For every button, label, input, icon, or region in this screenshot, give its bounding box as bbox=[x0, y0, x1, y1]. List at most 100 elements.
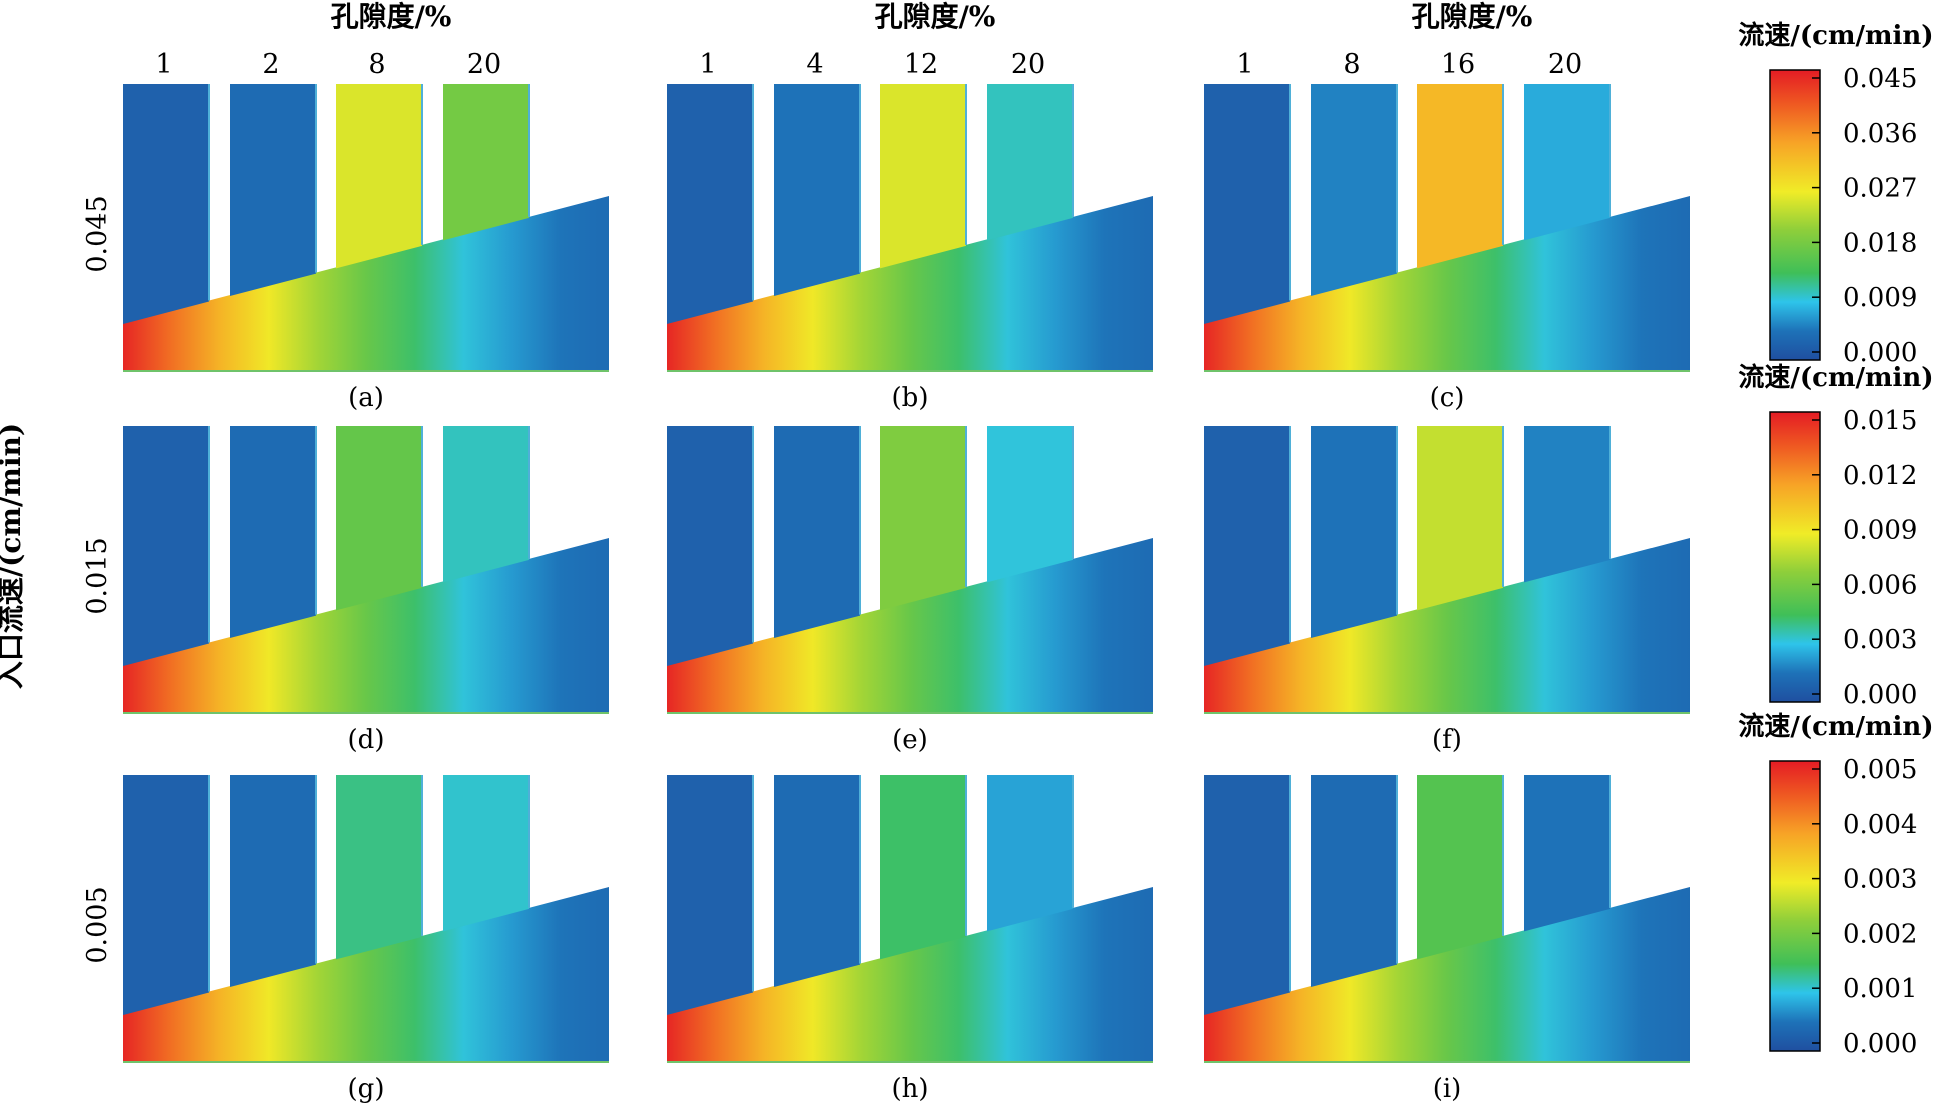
porosity-branch bbox=[123, 426, 209, 666]
column-title: 孔隙度/% bbox=[331, 0, 452, 33]
porosity-label: 1 bbox=[699, 49, 716, 80]
main-channel bbox=[667, 196, 1153, 371]
panel-label: (a) bbox=[348, 383, 384, 413]
colorbar bbox=[1769, 760, 1821, 1052]
porosity-branch bbox=[774, 84, 860, 297]
colorbar-title: 流速/(cm/min) bbox=[1738, 363, 1933, 393]
flow-panel: (c) bbox=[1204, 84, 1690, 413]
flow-panel: (d) bbox=[123, 426, 609, 755]
column-title: 孔隙度/% bbox=[1412, 0, 1533, 33]
flow-panel: (a) bbox=[123, 84, 609, 413]
porosity-branch bbox=[443, 775, 529, 932]
porosity-branch bbox=[230, 84, 316, 297]
panel-label: (b) bbox=[892, 383, 929, 413]
porosity-branch bbox=[1311, 775, 1397, 988]
column-title: 孔隙度/% bbox=[875, 0, 996, 33]
porosity-label: 8 bbox=[1343, 49, 1360, 80]
porosity-branch bbox=[336, 84, 422, 269]
porosity-branch bbox=[123, 775, 209, 1015]
colorbar-tick-label: 0.027 bbox=[1843, 174, 1917, 204]
panel-label: (d) bbox=[348, 725, 385, 755]
panel-label: (c) bbox=[1430, 383, 1465, 413]
porosity-branch bbox=[880, 84, 966, 269]
porosity-branch bbox=[1204, 775, 1290, 1015]
porosity-branch bbox=[1417, 84, 1503, 269]
porosity-branch bbox=[667, 775, 753, 1015]
colorbar-tick-label: 0.000 bbox=[1843, 1029, 1917, 1059]
porosity-branch bbox=[336, 775, 422, 960]
inlet-velocity-label: 0.005 bbox=[82, 886, 113, 963]
colorbar-tick-label: 0.045 bbox=[1843, 64, 1917, 94]
colorbar-tick-label: 0.000 bbox=[1843, 338, 1917, 368]
flow-panel: (i) bbox=[1204, 775, 1690, 1104]
porosity-branch bbox=[336, 426, 422, 611]
porosity-label: 20 bbox=[467, 49, 501, 80]
colorbar-tick-label: 0.009 bbox=[1843, 516, 1917, 546]
panel-label: (e) bbox=[892, 725, 928, 755]
porosity-branch bbox=[774, 426, 860, 639]
porosity-branch bbox=[1311, 84, 1397, 297]
porosity-label: 16 bbox=[1441, 49, 1475, 80]
flow-panel: (e) bbox=[667, 426, 1153, 755]
main-channel bbox=[667, 887, 1153, 1062]
porosity-label: 1 bbox=[155, 49, 172, 80]
porosity-label: 20 bbox=[1011, 49, 1045, 80]
main-channel bbox=[1204, 887, 1690, 1062]
porosity-branch bbox=[443, 84, 529, 241]
colorbar-title: 流速/(cm/min) bbox=[1738, 21, 1933, 51]
porosity-branch bbox=[667, 84, 753, 324]
panel-label: (f) bbox=[1432, 725, 1462, 755]
panel-label: (h) bbox=[891, 1074, 928, 1104]
colorbar-tick-label: 0.004 bbox=[1843, 810, 1917, 840]
colorbar-tick-label: 0.003 bbox=[1843, 865, 1917, 895]
porosity-branch bbox=[443, 426, 529, 583]
colorbar-tick-label: 0.012 bbox=[1843, 461, 1917, 491]
porosity-branch bbox=[774, 775, 860, 988]
colorbar-tick-label: 0.001 bbox=[1843, 974, 1917, 1004]
porosity-branch bbox=[1311, 426, 1397, 639]
colorbar-tick-label: 0.009 bbox=[1843, 283, 1917, 313]
colorbar-tick-label: 0.036 bbox=[1843, 119, 1917, 149]
flow-panel: (b) bbox=[667, 84, 1153, 413]
porosity-branch bbox=[987, 426, 1073, 583]
porosity-branch bbox=[1204, 426, 1290, 666]
main-channel bbox=[667, 538, 1153, 713]
porosity-branch bbox=[230, 426, 316, 639]
panel-label: (i) bbox=[1433, 1074, 1462, 1104]
porosity-branch bbox=[987, 775, 1073, 932]
main-channel bbox=[123, 887, 609, 1062]
porosity-branch bbox=[1524, 775, 1610, 932]
colorbar-tick-label: 0.003 bbox=[1843, 625, 1917, 655]
porosity-branch bbox=[667, 426, 753, 666]
porosity-branch bbox=[880, 426, 966, 611]
porosity-label: 8 bbox=[368, 49, 385, 80]
porosity-branch bbox=[1524, 84, 1610, 241]
colorbar-tick-label: 0.006 bbox=[1843, 570, 1917, 600]
colorbar-tick-label: 0.000 bbox=[1843, 680, 1917, 710]
porosity-branch bbox=[987, 84, 1073, 241]
porosity-branch bbox=[1417, 775, 1503, 960]
flow-panel: (h) bbox=[667, 775, 1153, 1104]
porosity-branch bbox=[230, 775, 316, 988]
porosity-label: 1 bbox=[1236, 49, 1253, 80]
main-channel bbox=[123, 196, 609, 371]
colorbar-tick-label: 0.015 bbox=[1843, 406, 1917, 436]
panel-label: (g) bbox=[348, 1074, 385, 1104]
inlet-velocity-label: 0.045 bbox=[82, 195, 113, 272]
porosity-label: 4 bbox=[806, 49, 823, 80]
colorbar-tick-label: 0.018 bbox=[1843, 228, 1917, 258]
porosity-branch bbox=[1524, 426, 1610, 583]
porosity-branch bbox=[1417, 426, 1503, 611]
colorbar bbox=[1769, 411, 1821, 703]
porosity-branch bbox=[1204, 84, 1290, 324]
porosity-label: 20 bbox=[1548, 49, 1582, 80]
main-channel bbox=[1204, 538, 1690, 713]
flow-panel: (g) bbox=[123, 775, 609, 1104]
flow-panel: (f) bbox=[1204, 426, 1690, 755]
porosity-label: 2 bbox=[262, 49, 279, 80]
main-channel bbox=[123, 538, 609, 713]
y-axis-title: 入口流速/(cm/min) bbox=[0, 423, 27, 689]
porosity-label: 12 bbox=[904, 49, 938, 80]
inlet-velocity-label: 0.015 bbox=[82, 537, 113, 614]
